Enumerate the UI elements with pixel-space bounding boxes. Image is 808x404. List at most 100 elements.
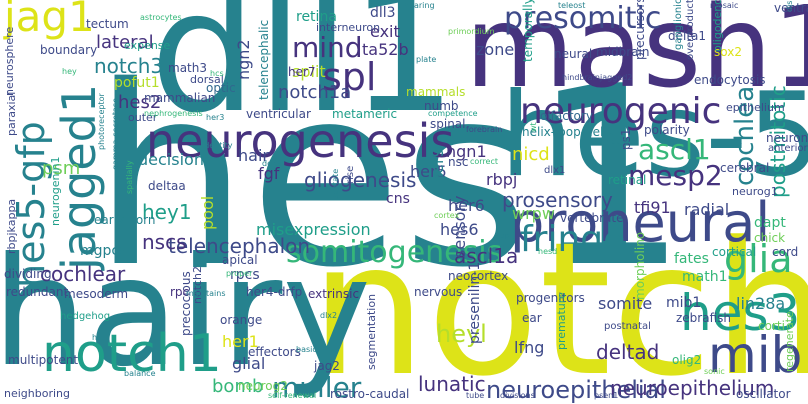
word-astrocytes: astrocytes	[140, 13, 182, 22]
word-forebrain: forebrain	[466, 125, 503, 134]
word-nscs: nscs	[142, 230, 187, 254]
word-helix-loop-helix: helix-loop-helix	[522, 125, 614, 139]
word-delta1: delta1	[668, 29, 707, 43]
word-chick: chick	[754, 231, 786, 245]
word-her7: her7	[288, 65, 316, 79]
word-hes2: hes2	[118, 92, 162, 113]
word-zebrafish: zebrafish	[676, 311, 732, 325]
word-radial: radial	[684, 200, 730, 219]
word-tectum: tectum	[86, 17, 129, 31]
word-misexpression: misexpression	[256, 220, 371, 239]
word-fgf: fgf	[258, 164, 280, 183]
word-glial: glial	[232, 354, 266, 373]
word-olfactory: olfactory	[540, 109, 593, 123]
word-hedgehog: hedgehog	[60, 311, 111, 322]
word-proper: proper	[226, 269, 253, 278]
word-jag2: jag2	[314, 359, 340, 373]
word-delta: delta	[262, 159, 283, 168]
word-dll3: dll3	[370, 5, 396, 21]
word-dll1: dll1	[150, 0, 457, 150]
word-rbp-j: rbp-j	[496, 231, 515, 240]
word-ascl1a: ascl1a	[454, 244, 519, 268]
word-paraxial: paraxial	[5, 91, 18, 136]
word-mesp2: mesp2	[628, 159, 723, 192]
word-neurosphere: neurosphere	[3, 26, 16, 96]
word-interneuron: interneuron	[316, 21, 381, 34]
word-glia: glia	[724, 237, 793, 281]
word-fates: fates	[674, 251, 709, 267]
word-her3: her3	[206, 113, 225, 122]
word-hey: hey	[62, 67, 77, 76]
word-sox2: sox2	[714, 45, 742, 59]
word-somitogenesis: somitogenesis	[286, 235, 503, 270]
word-her1: her1	[222, 332, 259, 351]
word-zone: zone	[476, 40, 515, 59]
word-apical: apical	[222, 253, 258, 267]
word-cortical: cortical	[712, 245, 757, 259]
word-rpcs: rpcs	[230, 267, 260, 283]
word-mash1: mash1	[465, 0, 808, 113]
word-neighboring: neighboring	[4, 387, 70, 400]
word-rostro-caudal: rostro-caudal	[330, 387, 410, 401]
word-cerebral: cerebral	[720, 161, 770, 175]
word-photoreceptor: photoreceptor	[97, 93, 106, 150]
word-neuron: neuron	[766, 131, 808, 145]
word-muller: muller	[272, 371, 362, 404]
word-nicd: nicd	[512, 144, 550, 165]
word-neurod: neurod	[606, 137, 635, 146]
word-divisions: divisions	[500, 391, 535, 400]
word-postnatal: postnatal	[604, 321, 651, 332]
word-telencephalic: telencephalic	[257, 19, 271, 100]
word-rbpjkappa: rbpjkappa	[5, 198, 18, 254]
word-her6: her6	[448, 196, 485, 215]
word-heyl: heyl	[436, 320, 487, 348]
word-neurogenic: neurogenic	[520, 91, 722, 132]
word-endocytosis: endocytosis	[694, 73, 766, 87]
word-midbrain: midbrain	[596, 45, 650, 59]
word-hey1: hey1	[142, 200, 192, 224]
word-hes6: hes6	[440, 220, 479, 239]
word-vertebrate: vertebrate	[560, 211, 624, 225]
word-notch2: notch2	[191, 265, 204, 304]
word-optic: optic	[206, 81, 236, 95]
word-cns: cns	[386, 191, 410, 207]
word-sensory: sensory	[450, 195, 469, 259]
word-spatially: spatially	[125, 160, 134, 194]
word-decisions: decisions	[138, 150, 213, 169]
word-hcs: hcs	[210, 69, 224, 78]
word-oscillator: oscillator	[736, 387, 791, 401]
word-dividing: dividing	[4, 267, 52, 281]
word-hairy: hairy	[0, 226, 372, 400]
word-hair: hair	[238, 146, 269, 165]
word-identity: identity	[202, 141, 233, 150]
word-cortex: cortex	[434, 211, 460, 220]
word-psen1: psen1	[594, 391, 619, 400]
word-notch: notch	[310, 203, 808, 404]
word-extrinsic: extrinsic	[308, 287, 360, 301]
word-neocortex: neocortex	[448, 269, 509, 283]
word-polarity: polarity	[644, 123, 690, 137]
word-retinal: retinal	[608, 173, 647, 187]
word-segmentation: segmentation	[365, 293, 378, 370]
word-neurog2: neurog2	[238, 379, 288, 393]
word-nephrogenesis: nephrogenesis	[144, 109, 203, 118]
word-split: split	[292, 62, 326, 81]
word-redundant: redundant	[6, 285, 69, 299]
word-exit: exit	[370, 22, 400, 41]
word-tube: tube	[466, 391, 485, 400]
word-dorsal: dorsal	[190, 73, 224, 86]
word-correct: correct	[470, 157, 499, 166]
word-disorganized: disorganized	[785, 0, 794, 12]
word-self-renewal: self-renewal	[268, 391, 317, 400]
word-regenerate: regenerate	[783, 311, 796, 372]
word-rbpj: rbpj	[486, 170, 518, 189]
word-ngn2: ngn2	[234, 39, 253, 80]
word-mammalian: mammalian	[144, 91, 216, 105]
word-mosaic: mosaic	[710, 1, 739, 10]
word-gliogenesis: gliogenesis	[304, 168, 417, 192]
word-notch3: notch3	[94, 54, 164, 78]
word-cord: cord	[772, 245, 799, 259]
word-expense: expense	[124, 39, 171, 52]
word-hes-5: hes-5	[500, 68, 808, 203]
